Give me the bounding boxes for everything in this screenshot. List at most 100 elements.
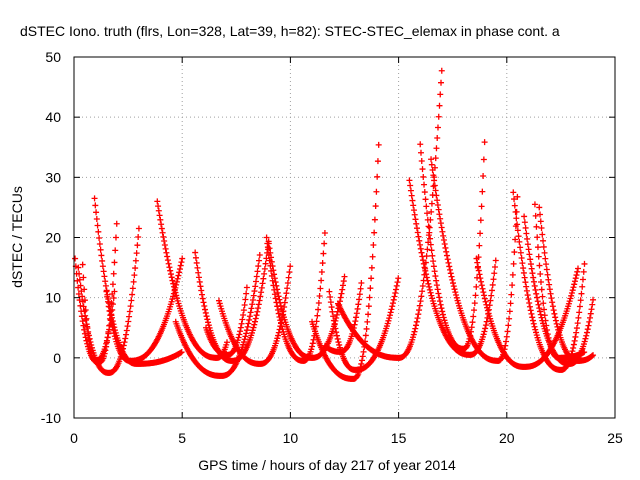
data-point: [355, 301, 362, 308]
data-point: [433, 282, 440, 289]
data-point: [176, 265, 183, 272]
data-point: [196, 278, 203, 285]
data-point: [362, 332, 369, 339]
data-point: [441, 240, 448, 247]
data-point: [252, 318, 259, 325]
data-point: [125, 318, 132, 325]
data-point: [539, 293, 546, 300]
data-point: [100, 268, 107, 275]
data-point: [529, 314, 536, 321]
data-point: [319, 260, 326, 267]
y-axis-label: dSTEC / TECUs: [9, 186, 25, 288]
data-point: [252, 283, 259, 290]
data-point: [128, 297, 135, 304]
data-point: [481, 328, 488, 335]
data-point: [537, 279, 544, 286]
data-point: [537, 271, 544, 278]
data-point: [488, 287, 495, 294]
data-point: [133, 250, 140, 257]
data-point: [98, 252, 105, 259]
data-point: [472, 292, 479, 299]
data-point: [452, 289, 459, 296]
data-point: [198, 287, 205, 294]
data-point: [440, 314, 447, 321]
data-point: [255, 263, 262, 270]
data-point: [533, 223, 540, 230]
data-point: [524, 292, 531, 299]
data-point: [437, 215, 444, 222]
data-point: [509, 282, 516, 289]
data-point: [511, 202, 518, 209]
y-tick-label: 50: [45, 49, 61, 65]
data-point: [318, 277, 325, 284]
x-tick-label: 25: [607, 430, 623, 446]
data-point: [428, 200, 435, 207]
data-point: [428, 292, 435, 299]
data-point: [81, 326, 88, 333]
data-point: [537, 218, 544, 225]
data-point: [169, 277, 176, 284]
data-point: [358, 280, 365, 287]
data-point: [436, 211, 443, 218]
data-point: [510, 260, 517, 267]
data-point: [533, 294, 540, 301]
data-point: [280, 311, 287, 318]
data-point: [175, 272, 182, 279]
data-point: [249, 327, 256, 334]
data-point: [107, 312, 114, 319]
data-point: [433, 145, 440, 152]
data-point: [530, 278, 537, 285]
data-point: [531, 282, 538, 289]
data-point: [480, 331, 487, 338]
data-point: [284, 285, 291, 292]
data-point: [111, 259, 118, 266]
data-point: [437, 91, 444, 98]
data-point: [549, 299, 556, 306]
data-point: [491, 270, 498, 277]
data-point: [284, 280, 291, 287]
data-point: [423, 203, 430, 210]
data-point: [439, 228, 446, 235]
data-point: [544, 271, 551, 278]
data-point: [77, 302, 84, 309]
data-point: [104, 298, 111, 305]
data-point: [492, 263, 499, 270]
data-point: [278, 305, 285, 312]
data-point: [154, 198, 161, 205]
data-point: [178, 259, 185, 266]
data-point: [542, 317, 549, 324]
data-point: [533, 329, 540, 336]
data-point: [277, 299, 284, 306]
data-point: [510, 189, 517, 196]
data-point: [438, 67, 445, 74]
data-point: [109, 323, 116, 330]
data-point: [254, 268, 261, 275]
data-point: [99, 263, 106, 270]
data-point: [278, 323, 285, 330]
data-point: [268, 254, 275, 261]
series-arc-05: [103, 255, 186, 364]
data-point: [430, 172, 437, 179]
data-point: [435, 206, 442, 213]
data-point: [576, 303, 583, 310]
data-point: [130, 278, 137, 285]
data-point: [251, 321, 258, 328]
data-point: [393, 282, 400, 289]
data-point: [407, 182, 414, 189]
data-point: [424, 246, 431, 253]
data-point: [316, 292, 323, 299]
data-point: [477, 230, 484, 237]
data-point: [249, 297, 256, 304]
data-point: [516, 238, 523, 245]
data-point: [321, 240, 328, 247]
data-point: [240, 339, 247, 346]
data-point: [525, 246, 532, 253]
data-point: [245, 320, 252, 327]
data-point: [279, 326, 286, 333]
data-point: [425, 280, 432, 287]
data-point: [512, 209, 519, 216]
data-point: [394, 279, 401, 286]
data-point: [473, 283, 480, 290]
data-point: [266, 245, 273, 252]
data-point: [517, 249, 524, 256]
